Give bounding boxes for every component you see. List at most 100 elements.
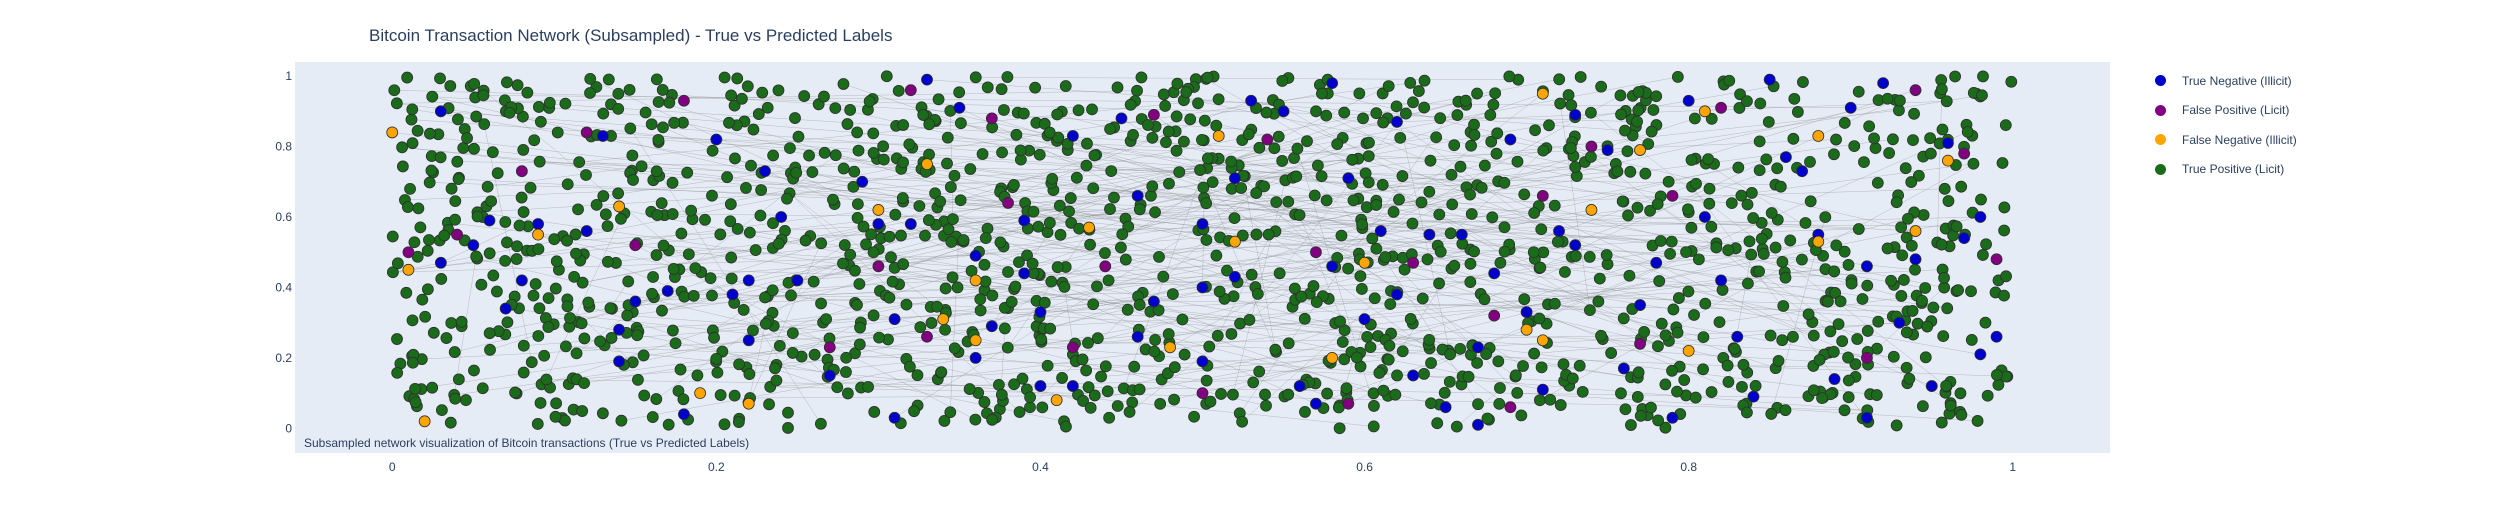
- true-negative-point[interactable]: [1277, 105, 1290, 118]
- true-positive-point[interactable]: [1535, 223, 1548, 236]
- true-positive-point[interactable]: [529, 278, 542, 290]
- true-positive-point[interactable]: [992, 378, 1005, 391]
- true-positive-point[interactable]: [1099, 247, 1111, 259]
- true-positive-point[interactable]: [604, 302, 617, 315]
- true-positive-point[interactable]: [1848, 140, 1861, 153]
- false-positive-point[interactable]: [823, 341, 836, 354]
- true-positive-point[interactable]: [1178, 135, 1190, 148]
- true-positive-point[interactable]: [423, 234, 435, 246]
- true-positive-point[interactable]: [1310, 296, 1323, 309]
- true-positive-point[interactable]: [978, 258, 991, 271]
- true-positive-point[interactable]: [1124, 98, 1137, 111]
- true-positive-point[interactable]: [1955, 408, 1968, 421]
- true-positive-point[interactable]: [1424, 154, 1437, 167]
- true-positive-point[interactable]: [1002, 266, 1014, 278]
- true-positive-point[interactable]: [1890, 419, 1903, 432]
- true-positive-point[interactable]: [944, 181, 957, 193]
- true-negative-point[interactable]: [985, 320, 998, 333]
- true-positive-point[interactable]: [542, 292, 555, 305]
- true-positive-point[interactable]: [1996, 157, 2009, 169]
- false-positive-point[interactable]: [1666, 189, 1679, 202]
- true-positive-point[interactable]: [1722, 244, 1735, 257]
- true-positive-point[interactable]: [1861, 325, 1874, 337]
- true-positive-point[interactable]: [1044, 322, 1057, 335]
- true-positive-point[interactable]: [401, 201, 414, 213]
- true-negative-point[interactable]: [1034, 306, 1047, 318]
- false-positive-point[interactable]: [1990, 253, 2003, 266]
- true-positive-point[interactable]: [532, 101, 545, 113]
- true-positive-point[interactable]: [1119, 253, 1132, 266]
- true-positive-point[interactable]: [570, 347, 583, 360]
- true-positive-point[interactable]: [1065, 217, 1078, 229]
- true-positive-point[interactable]: [1468, 118, 1480, 131]
- true-positive-point[interactable]: [1320, 194, 1333, 207]
- true-negative-point[interactable]: [710, 133, 723, 146]
- true-positive-point[interactable]: [1703, 197, 1716, 210]
- true-positive-point[interactable]: [944, 406, 957, 419]
- true-positive-point[interactable]: [1905, 239, 1918, 252]
- false-positive-point[interactable]: [921, 330, 933, 343]
- true-positive-point[interactable]: [1282, 388, 1295, 401]
- false-positive-point[interactable]: [904, 84, 917, 97]
- true-positive-point[interactable]: [1192, 97, 1204, 110]
- true-positive-point[interactable]: [485, 195, 498, 208]
- true-positive-point[interactable]: [449, 392, 462, 405]
- true-positive-point[interactable]: [1346, 153, 1359, 166]
- true-positive-point[interactable]: [1916, 294, 1928, 307]
- true-positive-point[interactable]: [1721, 359, 1734, 372]
- true-positive-point[interactable]: [766, 284, 779, 297]
- true-positive-point[interactable]: [732, 416, 745, 428]
- true-positive-point[interactable]: [1014, 144, 1027, 157]
- true-positive-point[interactable]: [925, 317, 938, 329]
- true-positive-point[interactable]: [868, 406, 881, 418]
- true-positive-point[interactable]: [1393, 193, 1405, 206]
- true-positive-point[interactable]: [1072, 104, 1085, 117]
- true-negative-point[interactable]: [1310, 397, 1322, 410]
- true-positive-point[interactable]: [1771, 162, 1784, 175]
- false-positive-point[interactable]: [1066, 341, 1079, 354]
- false-positive-point[interactable]: [872, 260, 885, 273]
- true-positive-point[interactable]: [576, 405, 589, 417]
- true-negative-point[interactable]: [1196, 355, 1209, 368]
- true-positive-point[interactable]: [847, 180, 860, 193]
- true-positive-point[interactable]: [1362, 150, 1375, 162]
- true-negative-point[interactable]: [1698, 211, 1711, 223]
- true-positive-point[interactable]: [1258, 180, 1271, 193]
- true-positive-point[interactable]: [1149, 206, 1161, 219]
- true-positive-point[interactable]: [1389, 388, 1402, 401]
- true-positive-point[interactable]: [1593, 272, 1606, 285]
- true-positive-point[interactable]: [421, 283, 434, 296]
- true-positive-point[interactable]: [1967, 157, 1980, 170]
- true-positive-point[interactable]: [1101, 385, 1114, 398]
- true-positive-point[interactable]: [1551, 235, 1564, 248]
- true-positive-point[interactable]: [483, 247, 496, 260]
- true-positive-point[interactable]: [528, 134, 541, 147]
- true-negative-point[interactable]: [1828, 373, 1841, 385]
- true-negative-point[interactable]: [1877, 77, 1890, 90]
- true-positive-point[interactable]: [1245, 268, 1258, 281]
- true-negative-point[interactable]: [1569, 108, 1582, 121]
- true-positive-point[interactable]: [1087, 298, 1100, 311]
- true-positive-point[interactable]: [532, 330, 545, 342]
- true-positive-point[interactable]: [1489, 87, 1502, 100]
- true-positive-point[interactable]: [1033, 148, 1046, 161]
- true-positive-point[interactable]: [1940, 380, 1953, 392]
- true-positive-point[interactable]: [1366, 232, 1379, 245]
- true-positive-point[interactable]: [923, 148, 935, 161]
- true-negative-point[interactable]: [597, 130, 609, 142]
- true-positive-point[interactable]: [964, 163, 977, 175]
- true-positive-point[interactable]: [543, 96, 556, 109]
- true-positive-point[interactable]: [1682, 285, 1695, 298]
- true-positive-point[interactable]: [1104, 123, 1116, 135]
- true-positive-point[interactable]: [974, 304, 987, 317]
- true-positive-point[interactable]: [457, 142, 470, 154]
- true-positive-point[interactable]: [837, 257, 849, 270]
- true-positive-point[interactable]: [1235, 182, 1248, 194]
- true-negative-point[interactable]: [1455, 228, 1468, 241]
- true-positive-point[interactable]: [1036, 401, 1049, 414]
- false-positive-point[interactable]: [1634, 337, 1646, 350]
- true-positive-point[interactable]: [706, 289, 718, 302]
- true-positive-point[interactable]: [1916, 400, 1929, 413]
- true-positive-point[interactable]: [468, 77, 481, 90]
- true-positive-point[interactable]: [1270, 196, 1283, 209]
